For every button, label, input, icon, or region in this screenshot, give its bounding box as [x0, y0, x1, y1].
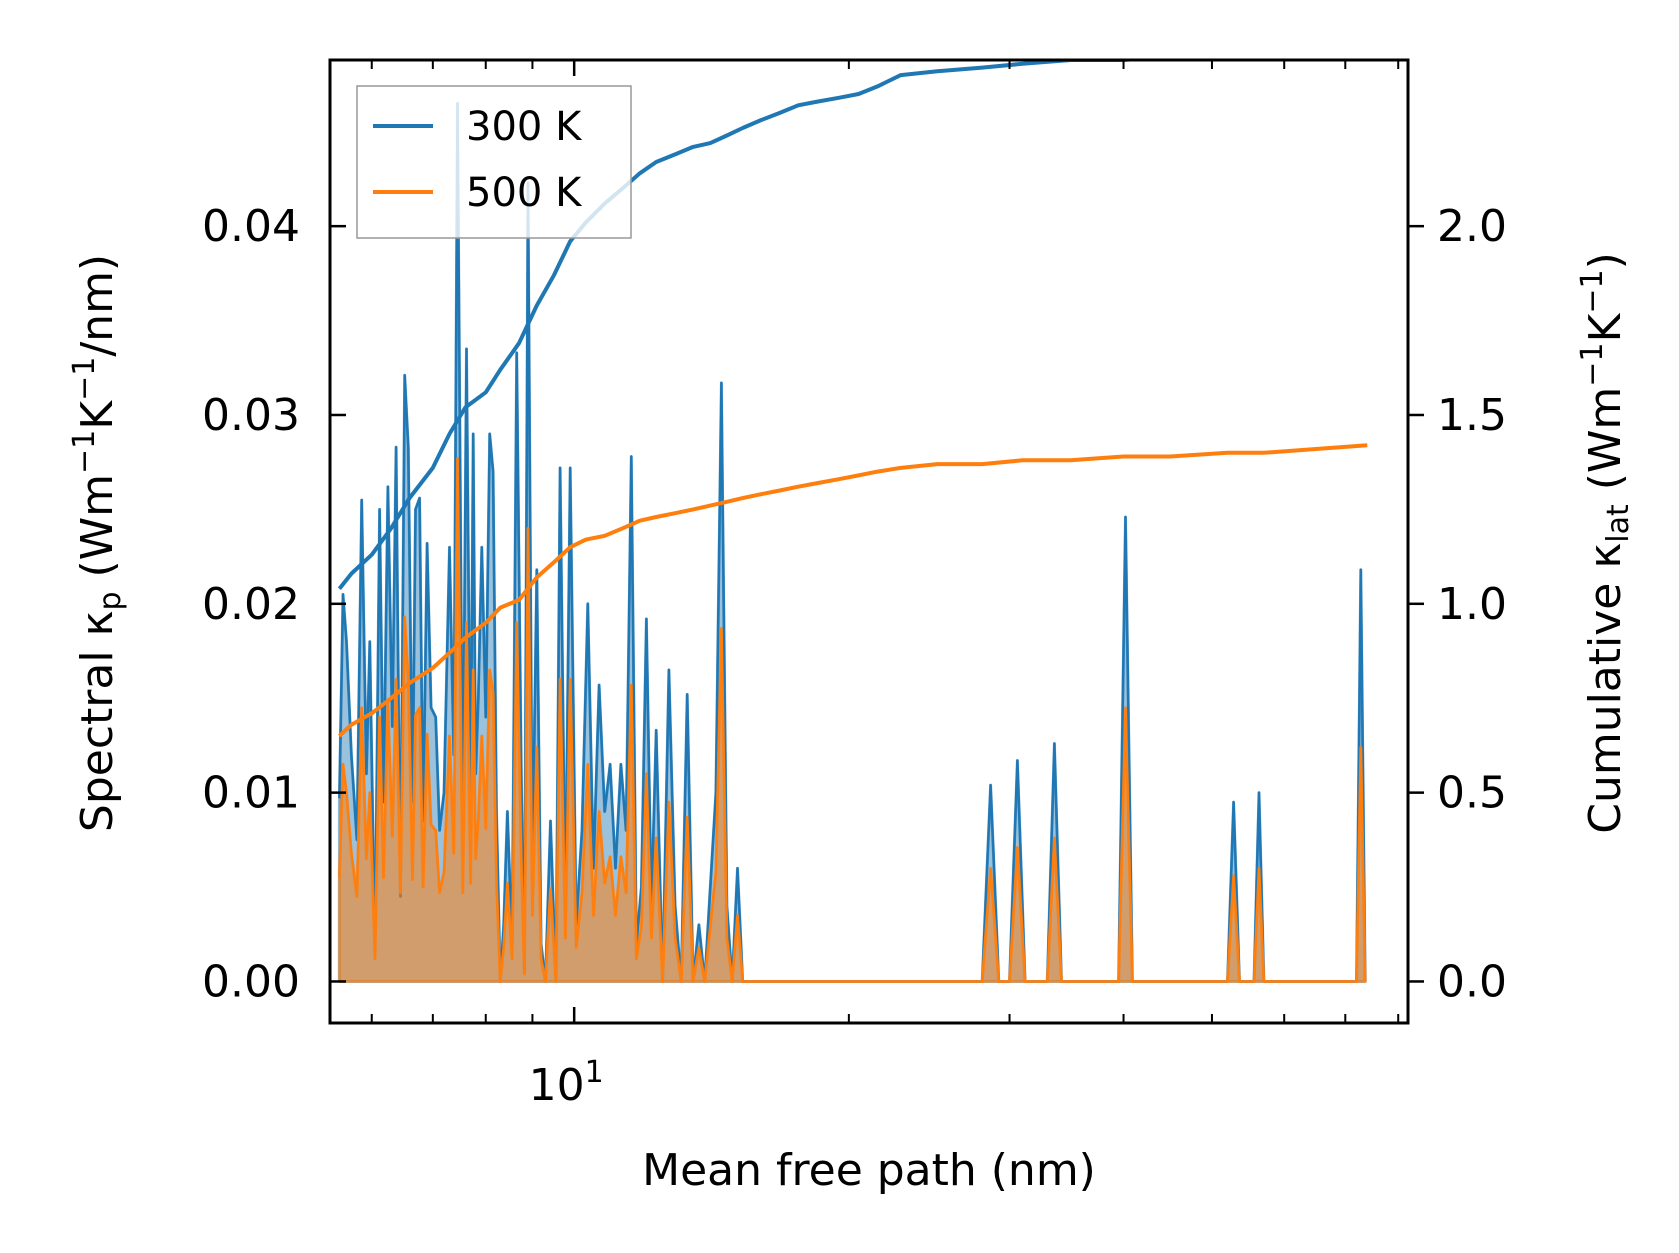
y-right-title-main: Cumulative κ — [1580, 543, 1631, 834]
axis-ticks — [330, 60, 1424, 1023]
x-tick-label-exponent: 1 — [585, 1055, 604, 1090]
y-left-tick-label: 0.03 — [202, 390, 300, 441]
y-right-tick-label: 0.0 — [1437, 956, 1507, 1007]
cumulative-line-500k — [338, 443, 1368, 738]
y-left-tick-label: 0.04 — [202, 201, 300, 252]
y-right-title-sub: lat — [1601, 504, 1636, 543]
axis-tick-labels: 101 0.00 0.01 0.02 0.03 0.04 0.0 0.5 1.0 1.5 2.0 — [202, 201, 1507, 1111]
y-right-title-unit1: (Wm — [1580, 387, 1631, 505]
spectral-line-500k — [338, 457, 1367, 983]
y-left-title-unit1: (Wm — [72, 474, 123, 592]
y-right-title-sup1: −1 — [1575, 342, 1610, 386]
y-right-tick-label: 2.0 — [1437, 201, 1507, 252]
y-left-title-sub: p — [93, 591, 128, 610]
y-left-tick-label: 0.01 — [202, 768, 300, 819]
plot-area — [337, 60, 1368, 983]
y-axis-title-left: Spectral κp (Wm−1K−1/nm) — [67, 254, 128, 832]
x-axis-title: Mean free path (nm) — [642, 1145, 1096, 1196]
y-left-title-sup1: −1 — [67, 430, 102, 474]
y-right-title-sup2: −1 — [1575, 269, 1610, 313]
y-right-title-unit3: ) — [1580, 252, 1631, 269]
legend: 300 K 500 K — [356, 85, 632, 239]
y-left-title-unit3: /nm) — [72, 254, 123, 357]
cumulative-line-300k — [337, 60, 1149, 590]
y-left-title-unit2: K — [72, 400, 123, 430]
legend-label-300k: 300 K — [466, 104, 583, 150]
y-right-title-unit2: K — [1580, 312, 1631, 342]
x-tick-label: 101 — [529, 1055, 604, 1111]
x-tick-label-base: 10 — [529, 1060, 585, 1111]
y-left-title-sup2: −1 — [67, 357, 102, 401]
y-axis-title-right: Cumulative κlat (Wm−1K−1) — [1575, 252, 1636, 834]
y-right-tick-label: 1.0 — [1437, 579, 1507, 630]
legend-label-500k: 500 K — [466, 170, 583, 216]
y-left-title-main: Spectral κ — [72, 611, 123, 833]
y-left-tick-label: 0.00 — [202, 956, 300, 1007]
legend-box — [356, 85, 632, 239]
y-left-tick-label: 0.02 — [202, 579, 300, 630]
y-right-tick-label: 0.5 — [1437, 768, 1507, 819]
plot-frame — [328, 58, 1410, 1025]
y-right-tick-label: 1.5 — [1437, 390, 1507, 441]
